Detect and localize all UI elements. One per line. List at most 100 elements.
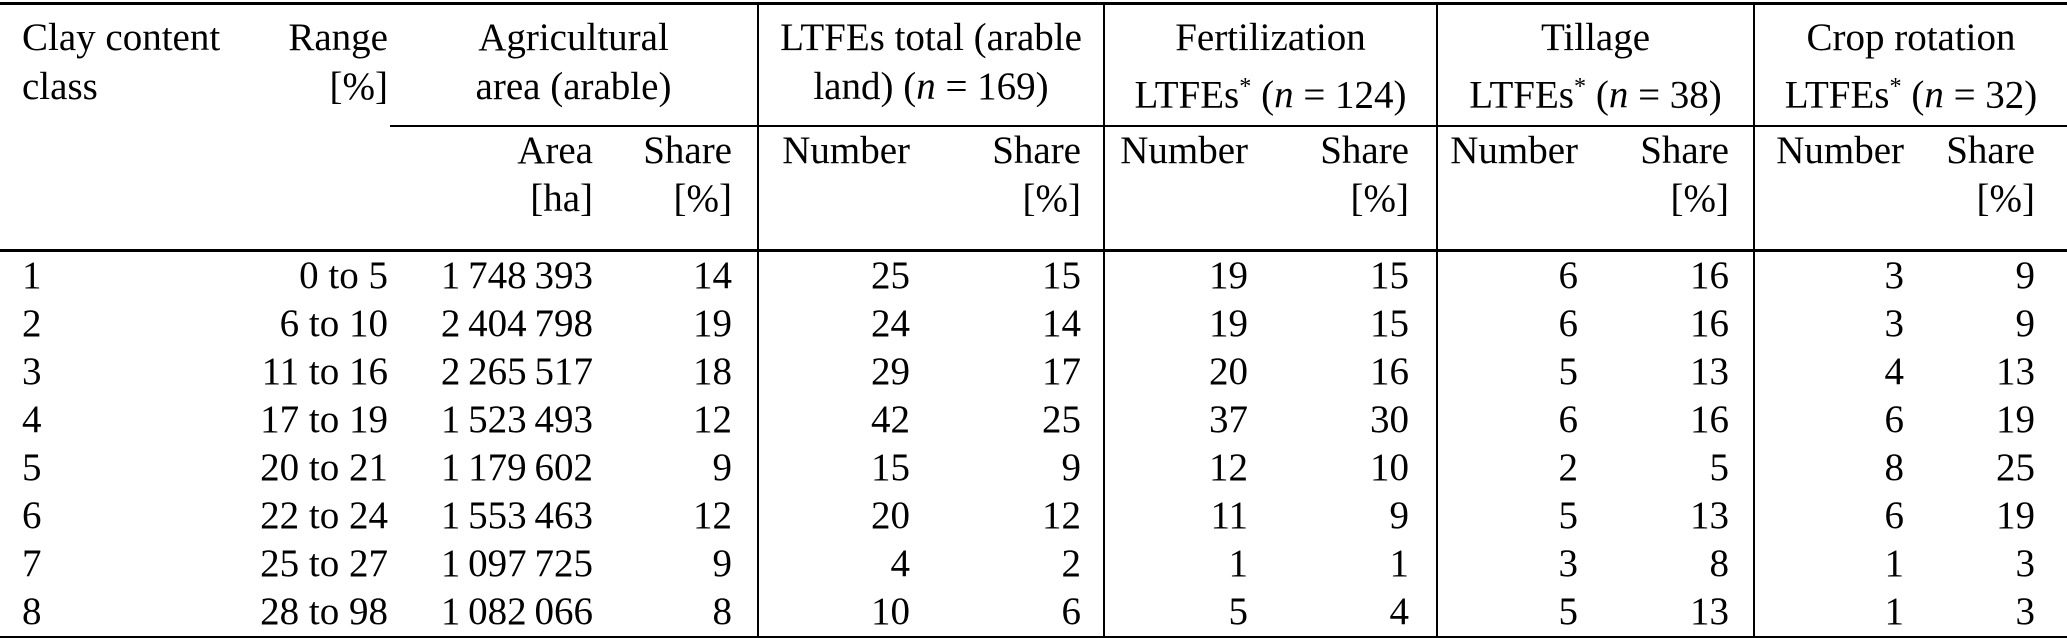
cell-crop-share: 3 [2015, 542, 2036, 585]
group-header-ltfe-total: LTFEs total (arable land) (n = 169) [758, 3, 1105, 127]
cell-clay-class: 1 [22, 254, 42, 297]
cell-crop-number: 6 [1884, 398, 1905, 441]
subheader-empty [0, 126, 230, 175]
unit-percent: [%] [600, 175, 759, 252]
unit-ha: [ha] [390, 175, 600, 252]
cell-fert-share: 9 [1259, 492, 1438, 540]
asterisk-superscript: * [1239, 73, 1252, 100]
cell-fert-share: 10 [1259, 444, 1438, 492]
cell-till-share: 16 [1587, 396, 1755, 444]
subheader-number: Number [1776, 129, 1904, 172]
unit-empty [230, 175, 390, 252]
unit-empty [758, 175, 923, 252]
asterisk-superscript: * [1889, 73, 1902, 100]
cell-area-ha: 1 082 066 [440, 590, 593, 633]
table-row: 5 20 to 21 1 179 602 9 15 9 12 10 2 5 8 … [0, 444, 2067, 492]
cell-ltfe-share: 2 [923, 540, 1105, 588]
subheader-area: Area [517, 129, 593, 172]
cell-area-ha: 1 523 493 [440, 398, 593, 441]
subheader-share: Share [1946, 129, 2035, 172]
cell-area-share: 9 [600, 444, 759, 492]
group-ltfe-total-line2: land) (n = 169) [759, 62, 1103, 111]
cell-clay-class: 5 [22, 446, 42, 489]
cell-range: 17 to 19 [260, 398, 388, 441]
table-row: 8 28 to 98 1 082 066 8 10 6 5 4 5 13 1 3 [0, 588, 2067, 638]
group-fertilization-ltfes: LTFEs [1134, 73, 1240, 117]
cell-area-share: 18 [600, 348, 759, 396]
table-row: 3 11 to 16 2 265 517 18 29 17 20 16 5 13… [0, 348, 2067, 396]
subheader-share: Share [600, 126, 759, 175]
col-header-clay-line1: Clay content [22, 16, 221, 59]
cell-clay-class: 6 [22, 494, 42, 537]
group-fertilization-paren: ( [1251, 73, 1275, 117]
group-crop-rotation-ltfes: LTFEs [1784, 73, 1890, 117]
cell-till-number: 6 [1558, 302, 1579, 345]
n-variable: n [1274, 73, 1294, 117]
subheader-number: Number [1120, 129, 1248, 172]
unit-empty [1104, 175, 1259, 252]
col-header-range-line2: [%] [329, 65, 388, 108]
cell-fert-number: 19 [1209, 254, 1248, 297]
cell-ltfe-number: 20 [871, 494, 910, 537]
col-header-range-line1: Range [288, 16, 388, 59]
table-row: 1 0 to 5 1 748 393 14 25 15 19 15 6 16 3… [0, 250, 2067, 300]
cell-crop-number: 3 [1884, 302, 1905, 345]
subheader-row: Area Share Number Share Number Share Num… [0, 126, 2067, 175]
cell-ltfe-share: 14 [923, 300, 1105, 348]
unit-percent: [%] [1259, 175, 1438, 252]
group-header-tillage: Tillage LTFEs* (n = 38) [1437, 3, 1755, 127]
subheader-empty [230, 126, 390, 175]
cell-range: 22 to 24 [260, 494, 388, 537]
group-ltfe-total-line2b: = 169) [935, 65, 1049, 108]
cell-ltfe-number: 42 [871, 398, 910, 441]
subheader-share: Share [923, 126, 1105, 175]
cell-till-share: 5 [1587, 444, 1755, 492]
cell-area-share: 12 [600, 396, 759, 444]
cell-fert-share: 15 [1259, 250, 1438, 300]
cell-fert-share: 16 [1259, 348, 1438, 396]
cell-area-share: 19 [600, 300, 759, 348]
cell-ltfe-share: 17 [923, 348, 1105, 396]
cell-crop-number: 4 [1884, 350, 1905, 393]
cell-fert-number: 1 [1228, 542, 1249, 585]
asterisk-superscript: * [1573, 73, 1587, 100]
cell-crop-share: 9 [2015, 254, 2036, 297]
subheader-number: Number [782, 129, 910, 172]
group-tillage-paren: ( [1586, 73, 1609, 117]
group-crop-rotation-line2: LTFEs* (n = 32) [1755, 62, 2067, 119]
cell-fert-share: 1 [1259, 540, 1438, 588]
cell-area-ha: 1 748 393 [440, 254, 593, 297]
cell-till-share: 13 [1587, 348, 1755, 396]
cell-crop-share: 3 [2015, 590, 2036, 633]
cell-ltfe-share: 15 [923, 250, 1105, 300]
cell-till-number: 2 [1558, 446, 1579, 489]
cell-till-number: 5 [1558, 590, 1579, 633]
group-agricultural-line2: area (arable) [475, 65, 672, 108]
cell-till-number: 5 [1558, 350, 1579, 393]
unit-percent: [%] [923, 175, 1105, 252]
units-row: [ha] [%] [%] [%] [%] [%] [0, 175, 2067, 252]
cell-fert-number: 20 [1209, 350, 1248, 393]
table-row: 7 25 to 27 1 097 725 9 4 2 1 1 3 8 1 3 [0, 540, 2067, 588]
cell-fert-share: 30 [1259, 396, 1438, 444]
cell-area-ha: 1 097 725 [440, 542, 593, 585]
n-variable: n [916, 65, 936, 108]
cell-range: 6 to 10 [279, 302, 388, 345]
cell-crop-share: 9 [2015, 302, 2036, 345]
cell-area-ha: 1 179 602 [440, 446, 593, 489]
group-tillage-line1: Tillage [1540, 16, 1651, 59]
cell-range: 11 to 16 [261, 350, 388, 393]
cell-till-number: 6 [1558, 398, 1579, 441]
n-variable: n [1608, 73, 1629, 117]
cell-ltfe-share: 12 [923, 492, 1105, 540]
cell-crop-share: 13 [1996, 350, 2035, 393]
table-row: 6 22 to 24 1 553 463 12 20 12 11 9 5 13 … [0, 492, 2067, 540]
cell-area-ha: 1 553 463 [440, 494, 593, 537]
cell-ltfe-share: 9 [923, 444, 1105, 492]
cell-range: 20 to 21 [260, 446, 388, 489]
cell-till-share: 13 [1587, 588, 1755, 638]
table-row: 2 6 to 10 2 404 798 19 24 14 19 15 6 16 … [0, 300, 2067, 348]
col-header-clay-line2: class [22, 65, 98, 108]
